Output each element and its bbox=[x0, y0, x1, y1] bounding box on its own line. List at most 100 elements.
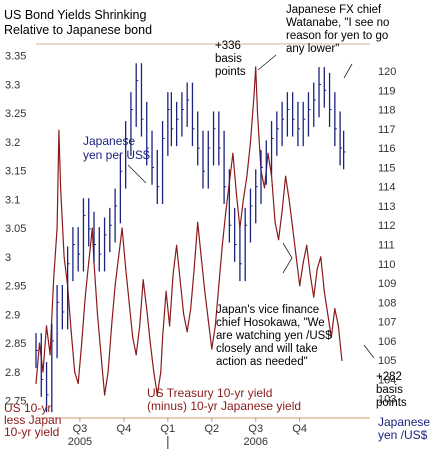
spread-point bbox=[125, 267, 127, 269]
spread-point bbox=[135, 354, 137, 356]
right-tick-label: 103 bbox=[378, 394, 396, 406]
spread-point bbox=[121, 227, 123, 229]
spread-point bbox=[292, 227, 294, 229]
spread-point bbox=[114, 285, 116, 287]
spread-point bbox=[256, 112, 259, 114]
spread-point bbox=[96, 313, 99, 316]
left-tick-label: 3.3 bbox=[5, 79, 20, 91]
spread-point bbox=[316, 267, 318, 269]
spread-point bbox=[161, 336, 164, 339]
annotation-watanabe-leader bbox=[343, 63, 353, 79]
spread-point bbox=[132, 336, 134, 339]
x-tick-label: Q2 bbox=[204, 423, 219, 435]
spread-point bbox=[100, 354, 102, 356]
spread-point bbox=[281, 210, 283, 212]
spread-point bbox=[270, 175, 273, 177]
spread-point bbox=[327, 313, 329, 316]
annotation-watanabe: Japanese FX chief Watanabe, "I see no reas… bbox=[286, 4, 389, 55]
x-tick-label: Q4 bbox=[117, 423, 132, 435]
left-tick-label: 2.85 bbox=[5, 338, 26, 350]
spread-point bbox=[186, 331, 188, 333]
spread-point bbox=[70, 331, 72, 333]
spread-point bbox=[211, 348, 213, 350]
annotation-plus-336: +336 basis points bbox=[215, 40, 246, 78]
spread-point bbox=[274, 221, 276, 223]
spread-series-label: US Treasury 10-yr yield (minus) 10-yr Jap… bbox=[147, 386, 301, 413]
x-year-label: 2006 bbox=[243, 436, 267, 448]
spread-point bbox=[235, 193, 237, 195]
spread-point bbox=[45, 325, 48, 327]
right-tick-label: 106 bbox=[378, 336, 396, 348]
right-tick-label: 107 bbox=[378, 317, 396, 329]
spread-point bbox=[107, 371, 109, 373]
spread-point bbox=[176, 244, 178, 246]
spread-point bbox=[139, 325, 141, 327]
spread-point bbox=[285, 175, 287, 177]
right-tick-label: 110 bbox=[378, 259, 396, 271]
spread-point bbox=[214, 325, 216, 327]
left-tick-label: 3.1 bbox=[5, 194, 20, 206]
spread-point bbox=[81, 342, 83, 344]
spread-point bbox=[146, 308, 148, 310]
left-tick-label: 3.15 bbox=[5, 166, 26, 178]
right-tick-label: 120 bbox=[378, 66, 396, 78]
spread-point bbox=[302, 262, 304, 264]
spread-point bbox=[84, 296, 86, 298]
spread-point bbox=[128, 302, 130, 304]
spread-point bbox=[103, 394, 106, 396]
spread-point bbox=[221, 244, 223, 246]
spread-point bbox=[49, 354, 51, 356]
right-tick-label: 114 bbox=[378, 182, 396, 194]
spread-point bbox=[172, 273, 174, 275]
spread-point bbox=[218, 285, 220, 287]
spread-point bbox=[179, 279, 181, 281]
left-tick-label: 3.35 bbox=[5, 51, 26, 63]
right-tick-label: 105 bbox=[378, 355, 396, 367]
spread-point bbox=[313, 296, 315, 298]
spread-point bbox=[232, 152, 234, 154]
x-tick-label: Q4 bbox=[292, 423, 307, 435]
spread-point bbox=[165, 290, 167, 293]
spread-point bbox=[56, 227, 58, 229]
spread-point bbox=[323, 290, 325, 293]
spread-point bbox=[253, 95, 255, 97]
spread-point bbox=[153, 371, 155, 373]
spread-point bbox=[149, 342, 151, 344]
spread-point bbox=[249, 141, 252, 143]
annotation-282-leader bbox=[363, 344, 375, 359]
spread-point bbox=[263, 187, 266, 189]
spread-point bbox=[42, 371, 44, 373]
annotation-hosokawa-leader bbox=[282, 242, 293, 274]
chart-title: US Bond Yields Shrinking Relative to Japa… bbox=[4, 8, 152, 37]
spread-point bbox=[142, 279, 144, 281]
spread-point bbox=[267, 152, 269, 154]
spread-point bbox=[242, 198, 245, 200]
left-tick-label: 3.2 bbox=[5, 137, 20, 149]
spread-point bbox=[60, 187, 62, 189]
spread-point bbox=[334, 308, 336, 310]
spread-point bbox=[225, 210, 227, 212]
spread-point bbox=[169, 325, 171, 327]
spread-point bbox=[309, 273, 311, 275]
right-tick-label: 112 bbox=[378, 220, 396, 232]
right-tick-label: 109 bbox=[378, 278, 396, 290]
x-tick-label: Q3 bbox=[248, 423, 263, 435]
spread-point bbox=[295, 256, 297, 258]
left-axis-label: US 10-yr less Japan 10-yr yield bbox=[4, 401, 61, 439]
right-tick-label: 117 bbox=[378, 124, 396, 136]
spread-point bbox=[320, 256, 322, 258]
series-layer bbox=[35, 63, 346, 413]
x-tick-label: Q3 bbox=[73, 423, 88, 435]
spread-point bbox=[277, 239, 280, 241]
spread-point bbox=[52, 279, 55, 281]
spread-point bbox=[207, 319, 209, 321]
yen-series-label: Japanese yen per US$ bbox=[83, 134, 150, 162]
spread-point bbox=[190, 308, 192, 310]
right-tick-label: 108 bbox=[378, 297, 396, 309]
right-tick-label: 111 bbox=[378, 239, 395, 251]
spread-point bbox=[38, 342, 41, 344]
right-tick-label: 113 bbox=[378, 201, 396, 213]
right-tick-label: 104 bbox=[378, 374, 396, 386]
